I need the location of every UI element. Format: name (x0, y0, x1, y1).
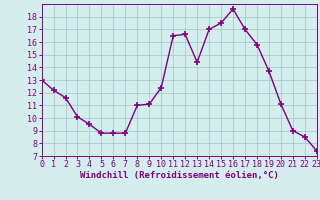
X-axis label: Windchill (Refroidissement éolien,°C): Windchill (Refroidissement éolien,°C) (80, 171, 279, 180)
